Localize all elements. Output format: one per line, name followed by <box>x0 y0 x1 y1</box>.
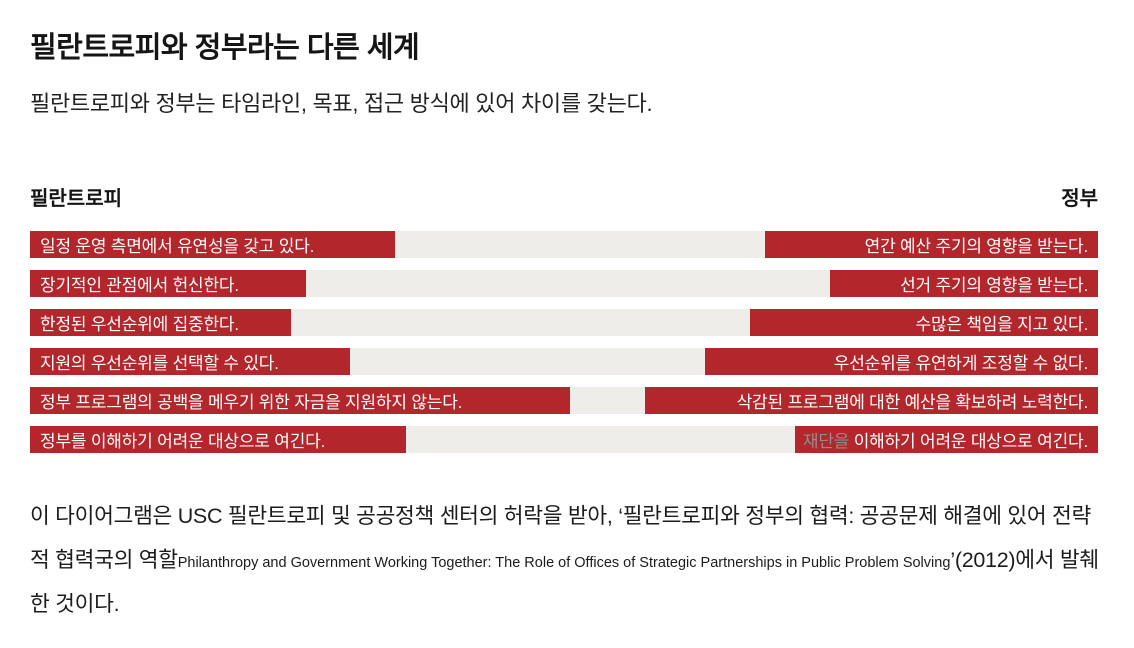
government-bar: 삭감된 프로그램에 대한 예산을 확보하려 노력한다. <box>645 387 1098 414</box>
comparison-chart: 일정 운영 측면에서 유연성을 갖고 있다. 연간 예산 주기의 영향을 받는다… <box>30 231 1098 465</box>
bar-label: 일정 운영 측면에서 유연성을 갖고 있다. <box>40 237 315 256</box>
bar-label: 선거 주기의 영향을 받는다. <box>900 276 1088 295</box>
chart-row: 정부 프로그램의 공백을 메우기 위한 자금을 지원하지 않는다. 삭감된 프로… <box>30 387 1098 414</box>
column-headers: 필란트로피 정부 <box>30 182 1098 211</box>
bar-label: 정부를 이해하기 어려운 대상으로 여긴다. <box>40 432 326 451</box>
column-header-philanthropy: 필란트로피 <box>30 188 122 210</box>
bar-label: 우선순위를 유연하게 조정할 수 없다. <box>833 354 1088 373</box>
government-bar: 선거 주기의 영향을 받는다. <box>829 270 1098 297</box>
overflow-prefix-text: 재단을 <box>802 432 854 451</box>
government-bar: 우선순위를 유연하게 조정할 수 없다. <box>704 348 1098 375</box>
bar-label: 정부 프로그램의 공백을 메우기 위한 자금을 지원하지 않는다. <box>40 393 463 412</box>
government-bar: 연간 예산 주기의 영향을 받는다. <box>764 231 1098 258</box>
bar-label-main: 이해하기 어려운 대상으로 여긴다. <box>853 432 1088 451</box>
bar-label: 연간 예산 주기의 영향을 받는다. <box>864 237 1089 256</box>
chart-row: 지원의 우선순위를 선택할 수 있다. 우선순위를 유연하게 조정할 수 없다. <box>30 348 1098 375</box>
attribution-english-title: Philanthropy and Government Working Toge… <box>177 555 951 572</box>
page-title: 필란트로피와 정부라는 다른 세계 <box>30 32 420 64</box>
government-bar: 수많은 책임을 지고 있다. <box>749 309 1098 336</box>
bar-label: 장기적인 관점에서 헌신한다. <box>40 276 239 295</box>
philanthropy-bar: 장기적인 관점에서 헌신한다. <box>30 270 306 297</box>
philanthropy-bar: 일정 운영 측면에서 유연성을 갖고 있다. <box>30 231 396 258</box>
bar-label: 수많은 책임을 지고 있다. <box>915 315 1089 334</box>
philanthropy-bar: 정부를 이해하기 어려운 대상으로 여긴다. <box>30 426 406 453</box>
philanthropy-bar: 정부 프로그램의 공백을 메우기 위한 자금을 지원하지 않는다. <box>30 387 571 414</box>
page-subtitle: 필란트로피와 정부는 타임라인, 목표, 접근 방식에 있어 차이를 갖는다. <box>30 91 653 116</box>
bar-label: 재단을 이해하기 어려운 대상으로 여긴다. <box>803 427 1088 452</box>
source-attribution: 이 다이어그램은 USC 필란트로피 및 공공정책 센터의 허락을 받아, ‘필… <box>30 494 1110 626</box>
philanthropy-bar: 한정된 우선순위에 집중한다. <box>30 309 291 336</box>
chart-row: 일정 운영 측면에서 유연성을 갖고 있다. 연간 예산 주기의 영향을 받는다… <box>30 231 1098 258</box>
column-header-government: 정부 <box>1061 188 1098 210</box>
attribution-korean-1: 이 다이어그램은 USC 필란트로피 및 공공정책 센터의 허락을 받아, ‘필… <box>30 504 1091 573</box>
government-bar: 재단을 이해하기 어려운 대상으로 여긴다. <box>794 426 1098 453</box>
philanthropy-bar: 지원의 우선순위를 선택할 수 있다. <box>30 348 351 375</box>
chart-row: 장기적인 관점에서 헌신한다. 선거 주기의 영향을 받는다. <box>30 270 1098 297</box>
chart-row: 한정된 우선순위에 집중한다. 수많은 책임을 지고 있다. <box>30 309 1098 336</box>
bar-label: 한정된 우선순위에 집중한다. <box>40 315 239 334</box>
chart-row: 정부를 이해하기 어려운 대상으로 여긴다. 재단을 이해하기 어려운 대상으로… <box>30 426 1098 453</box>
attribution-korean-2: ’(2012)에서 발췌한 것이다. <box>30 548 1099 617</box>
bar-label: 지원의 우선순위를 선택할 수 있다. <box>40 354 279 373</box>
bar-label: 삭감된 프로그램에 대한 예산을 확보하려 노력한다. <box>736 393 1089 412</box>
